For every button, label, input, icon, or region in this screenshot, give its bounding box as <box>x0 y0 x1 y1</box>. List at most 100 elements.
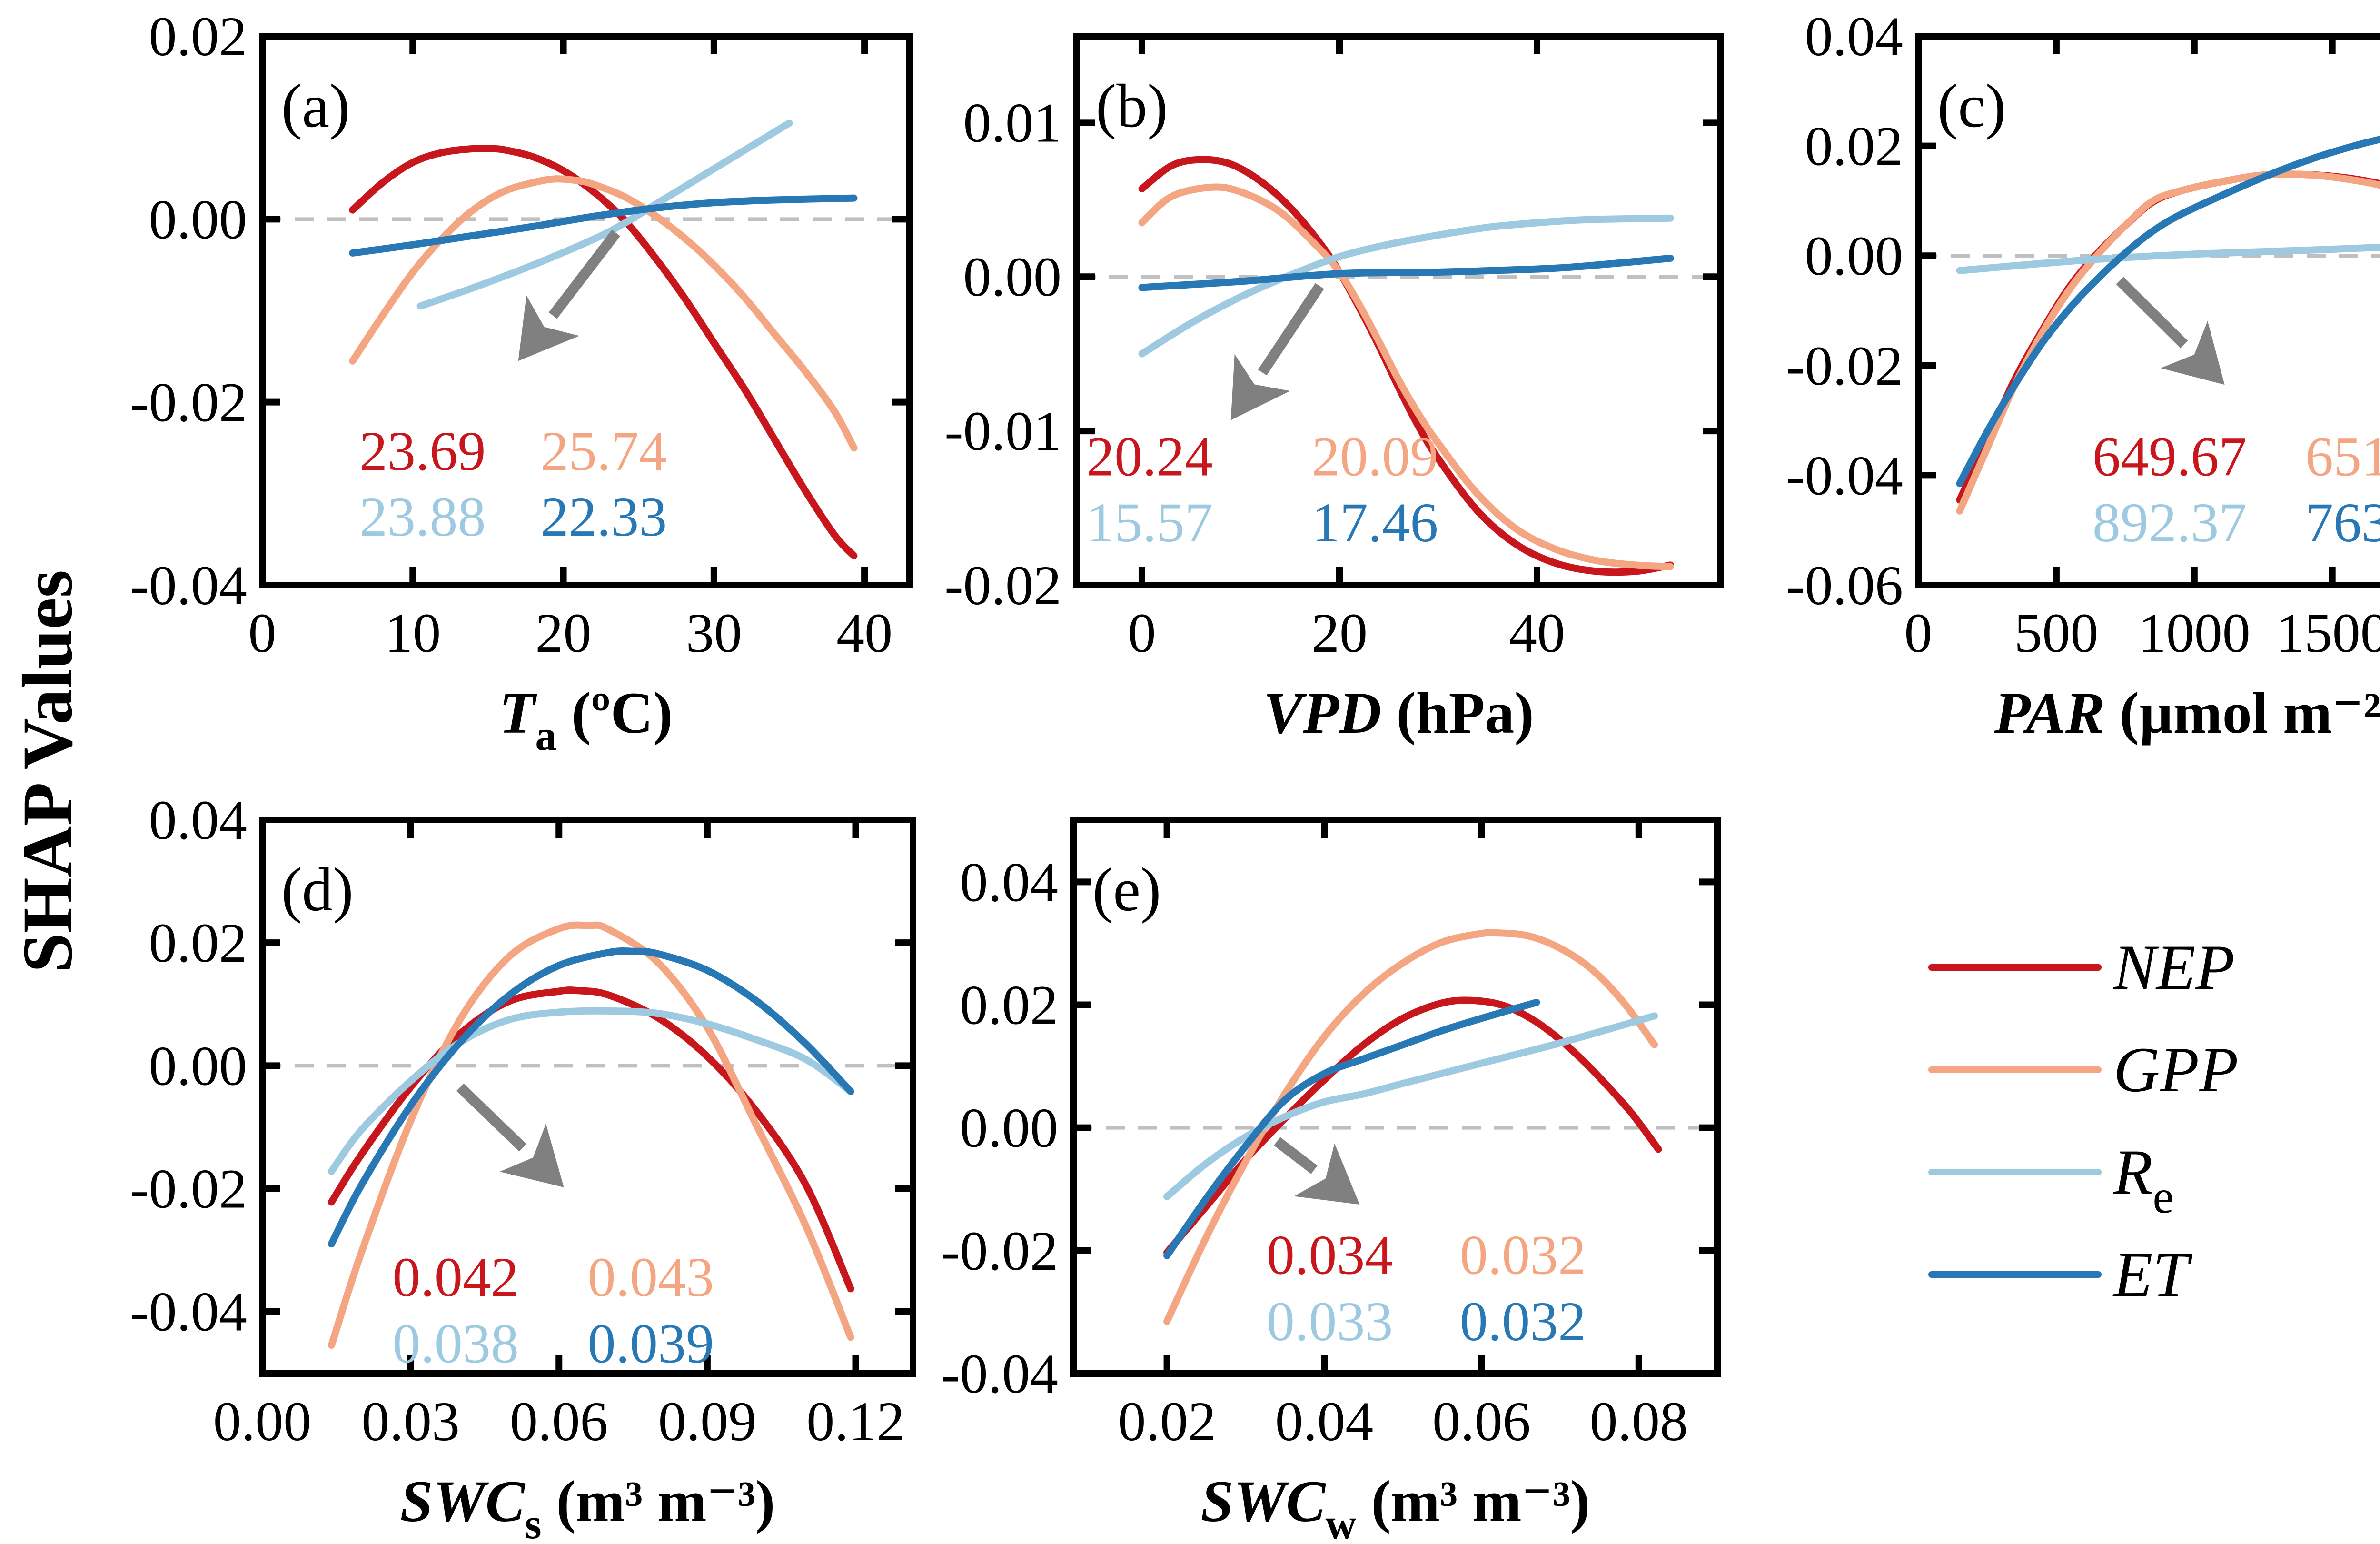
y-tick-label: 0.02 <box>1805 115 1904 178</box>
series-line-re <box>327 1007 854 1175</box>
y-tick-label: -0.01 <box>944 400 1061 462</box>
x-axis-variable: T <box>499 680 537 746</box>
x-tick-label: 40 <box>836 602 892 664</box>
threshold-value-et: 0.032 <box>1460 1290 1587 1353</box>
x-tick-label: 0.06 <box>510 1390 608 1453</box>
threshold-value-gpp: 20.09 <box>1312 425 1438 488</box>
threshold-value-nep: 0.042 <box>392 1246 519 1308</box>
x-axis-unit: (m³ m⁻³) <box>1356 1469 1590 1534</box>
y-tick-label: 0.00 <box>149 1035 248 1097</box>
threshold-value-et: 0.039 <box>588 1313 714 1375</box>
x-tick-label: 500 <box>2014 602 2098 664</box>
threshold-value-nep: 649.67 <box>2092 425 2247 488</box>
x-tick-label: 20 <box>536 602 592 664</box>
series-line-et <box>1956 136 2380 488</box>
threshold-value-nep: 23.69 <box>359 420 486 482</box>
threshold-value-et: 17.46 <box>1312 491 1438 554</box>
series-line-et <box>1138 254 1674 291</box>
x-axis-subscript: s <box>525 1501 541 1544</box>
x-tick-label: 0.04 <box>1275 1390 1374 1453</box>
threshold-value-et: 763.27 <box>2305 491 2380 554</box>
x-tick-label: 0 <box>1128 602 1156 664</box>
x-axis-label: SWCs (m³ m⁻³) <box>400 1469 775 1544</box>
threshold-value-nep: 20.24 <box>1086 425 1213 488</box>
y-tick-label: 0.02 <box>960 974 1059 1036</box>
x-tick-label: 0 <box>248 602 277 664</box>
y-tick-label: -0.06 <box>1786 554 1903 617</box>
threshold-value-re: 0.038 <box>392 1313 519 1375</box>
threshold-value-nep: 0.034 <box>1267 1224 1393 1286</box>
x-tick-label: 30 <box>686 602 742 664</box>
y-tick-label: 0.04 <box>1805 5 1904 68</box>
y-tick-label: -0.04 <box>130 554 247 617</box>
y-tick-label: -0.04 <box>1786 444 1903 507</box>
panel-label: (a) <box>281 72 350 140</box>
x-tick-label: 1500 <box>2276 602 2380 664</box>
panel-label: (e) <box>1092 856 1161 924</box>
x-tick-label: 0.00 <box>213 1390 312 1453</box>
annotation-arrowhead <box>518 295 580 361</box>
x-tick-label: 0.08 <box>1590 1390 1688 1453</box>
panel-c: 0500100015002000-0.06-0.04-0.020.000.020… <box>1786 5 2380 746</box>
legend-label: GPP <box>2113 1035 2238 1106</box>
axes-frame <box>259 817 916 1377</box>
legend-item-et: ET <box>1928 1239 2192 1310</box>
panel-d: 0.00 0.03 0.06 0.09 0.12 -0.04 -0.02 0.00 0.02 0.… <box>130 789 916 1544</box>
x-axis-subscript: w <box>1325 1501 1356 1544</box>
x-axis-label: Ta (ºC) <box>499 680 673 759</box>
series-line-re <box>1138 214 1674 358</box>
x-axis-subscript: a <box>535 712 556 759</box>
legend-label: Re <box>2113 1137 2174 1223</box>
legend-item-re: Re <box>1928 1137 2174 1223</box>
threshold-value-gpp: 25.74 <box>541 420 667 482</box>
series-line-et <box>349 194 858 257</box>
x-axis-variable: PAR <box>1994 680 2105 746</box>
x-axis-label: SWCw (m³ m⁻³) <box>1201 1469 1590 1544</box>
panel-label: (c) <box>1937 72 2006 140</box>
threshold-value-re: 0.033 <box>1267 1290 1393 1353</box>
threshold-value-gpp: 0.032 <box>1460 1224 1587 1286</box>
panel-a: 0 10 20 30 40 -0.04 -0.02 0.00 0.02 (a) Ta (ºC) 23.… <box>130 5 913 759</box>
x-tick-label: 0.09 <box>658 1390 757 1453</box>
annotation-arrowhead <box>2161 320 2225 385</box>
axes-frame <box>1915 33 2380 588</box>
threshold-value-gpp: 0.043 <box>588 1246 714 1308</box>
x-tick-label: 0.03 <box>361 1390 460 1453</box>
x-tick-label: 0 <box>1904 602 1933 664</box>
y-tick-label: 0.01 <box>963 91 1062 154</box>
series-line-et <box>1163 998 1540 1259</box>
annotation-arrowhead <box>1294 1143 1360 1205</box>
y-tick-label: 0.00 <box>149 188 248 250</box>
annotation-arrow <box>1274 1137 1318 1174</box>
legend-item-nep: NEP <box>1928 932 2235 1003</box>
y-tick-label: 0.04 <box>149 789 248 851</box>
panel-b: 0 20 40 -0.02 -0.01 0.00 0.01 (b) VPD (hPa) 20.24… <box>944 33 1724 746</box>
axes-frame <box>1073 33 1724 588</box>
panels: 0 10 20 30 40 -0.04 -0.02 0.00 0.02 (a) Ta (ºC) 23.… <box>130 5 2380 1544</box>
series-line-gpp <box>349 175 858 452</box>
axes-frame <box>1070 817 1721 1377</box>
y-tick-label: 0.00 <box>1805 225 1904 287</box>
x-tick-label: 0.06 <box>1432 1390 1531 1453</box>
series-line-re <box>1956 244 2380 274</box>
panel-label: (b) <box>1096 72 1168 140</box>
x-axis-label: PAR (µmol m⁻² s⁻¹) <box>1994 680 2380 746</box>
y-tick-label: -0.02 <box>1786 335 1903 397</box>
series-line-gpp <box>1138 183 1674 570</box>
y-tick-label: 0.04 <box>960 851 1059 913</box>
x-tick-label: 10 <box>385 602 441 664</box>
annotation-arrow <box>456 1083 526 1152</box>
x-tick-label: 40 <box>1509 602 1565 664</box>
threshold-value-re: 23.88 <box>359 486 486 548</box>
legend: NEP GPP Re ET <box>1928 932 2238 1310</box>
annotation-arrow <box>1258 283 1324 376</box>
x-tick-label: 20 <box>1311 602 1368 664</box>
annotation-arrow <box>2116 277 2188 349</box>
panel-label: (d) <box>281 856 354 924</box>
annotation-arrow <box>548 229 620 319</box>
series-line-et <box>327 947 854 1248</box>
y-axis-label: SHAP Values <box>8 570 87 973</box>
y-tick-label: -0.04 <box>130 1281 247 1343</box>
x-axis-variable: SWC <box>400 1469 526 1534</box>
